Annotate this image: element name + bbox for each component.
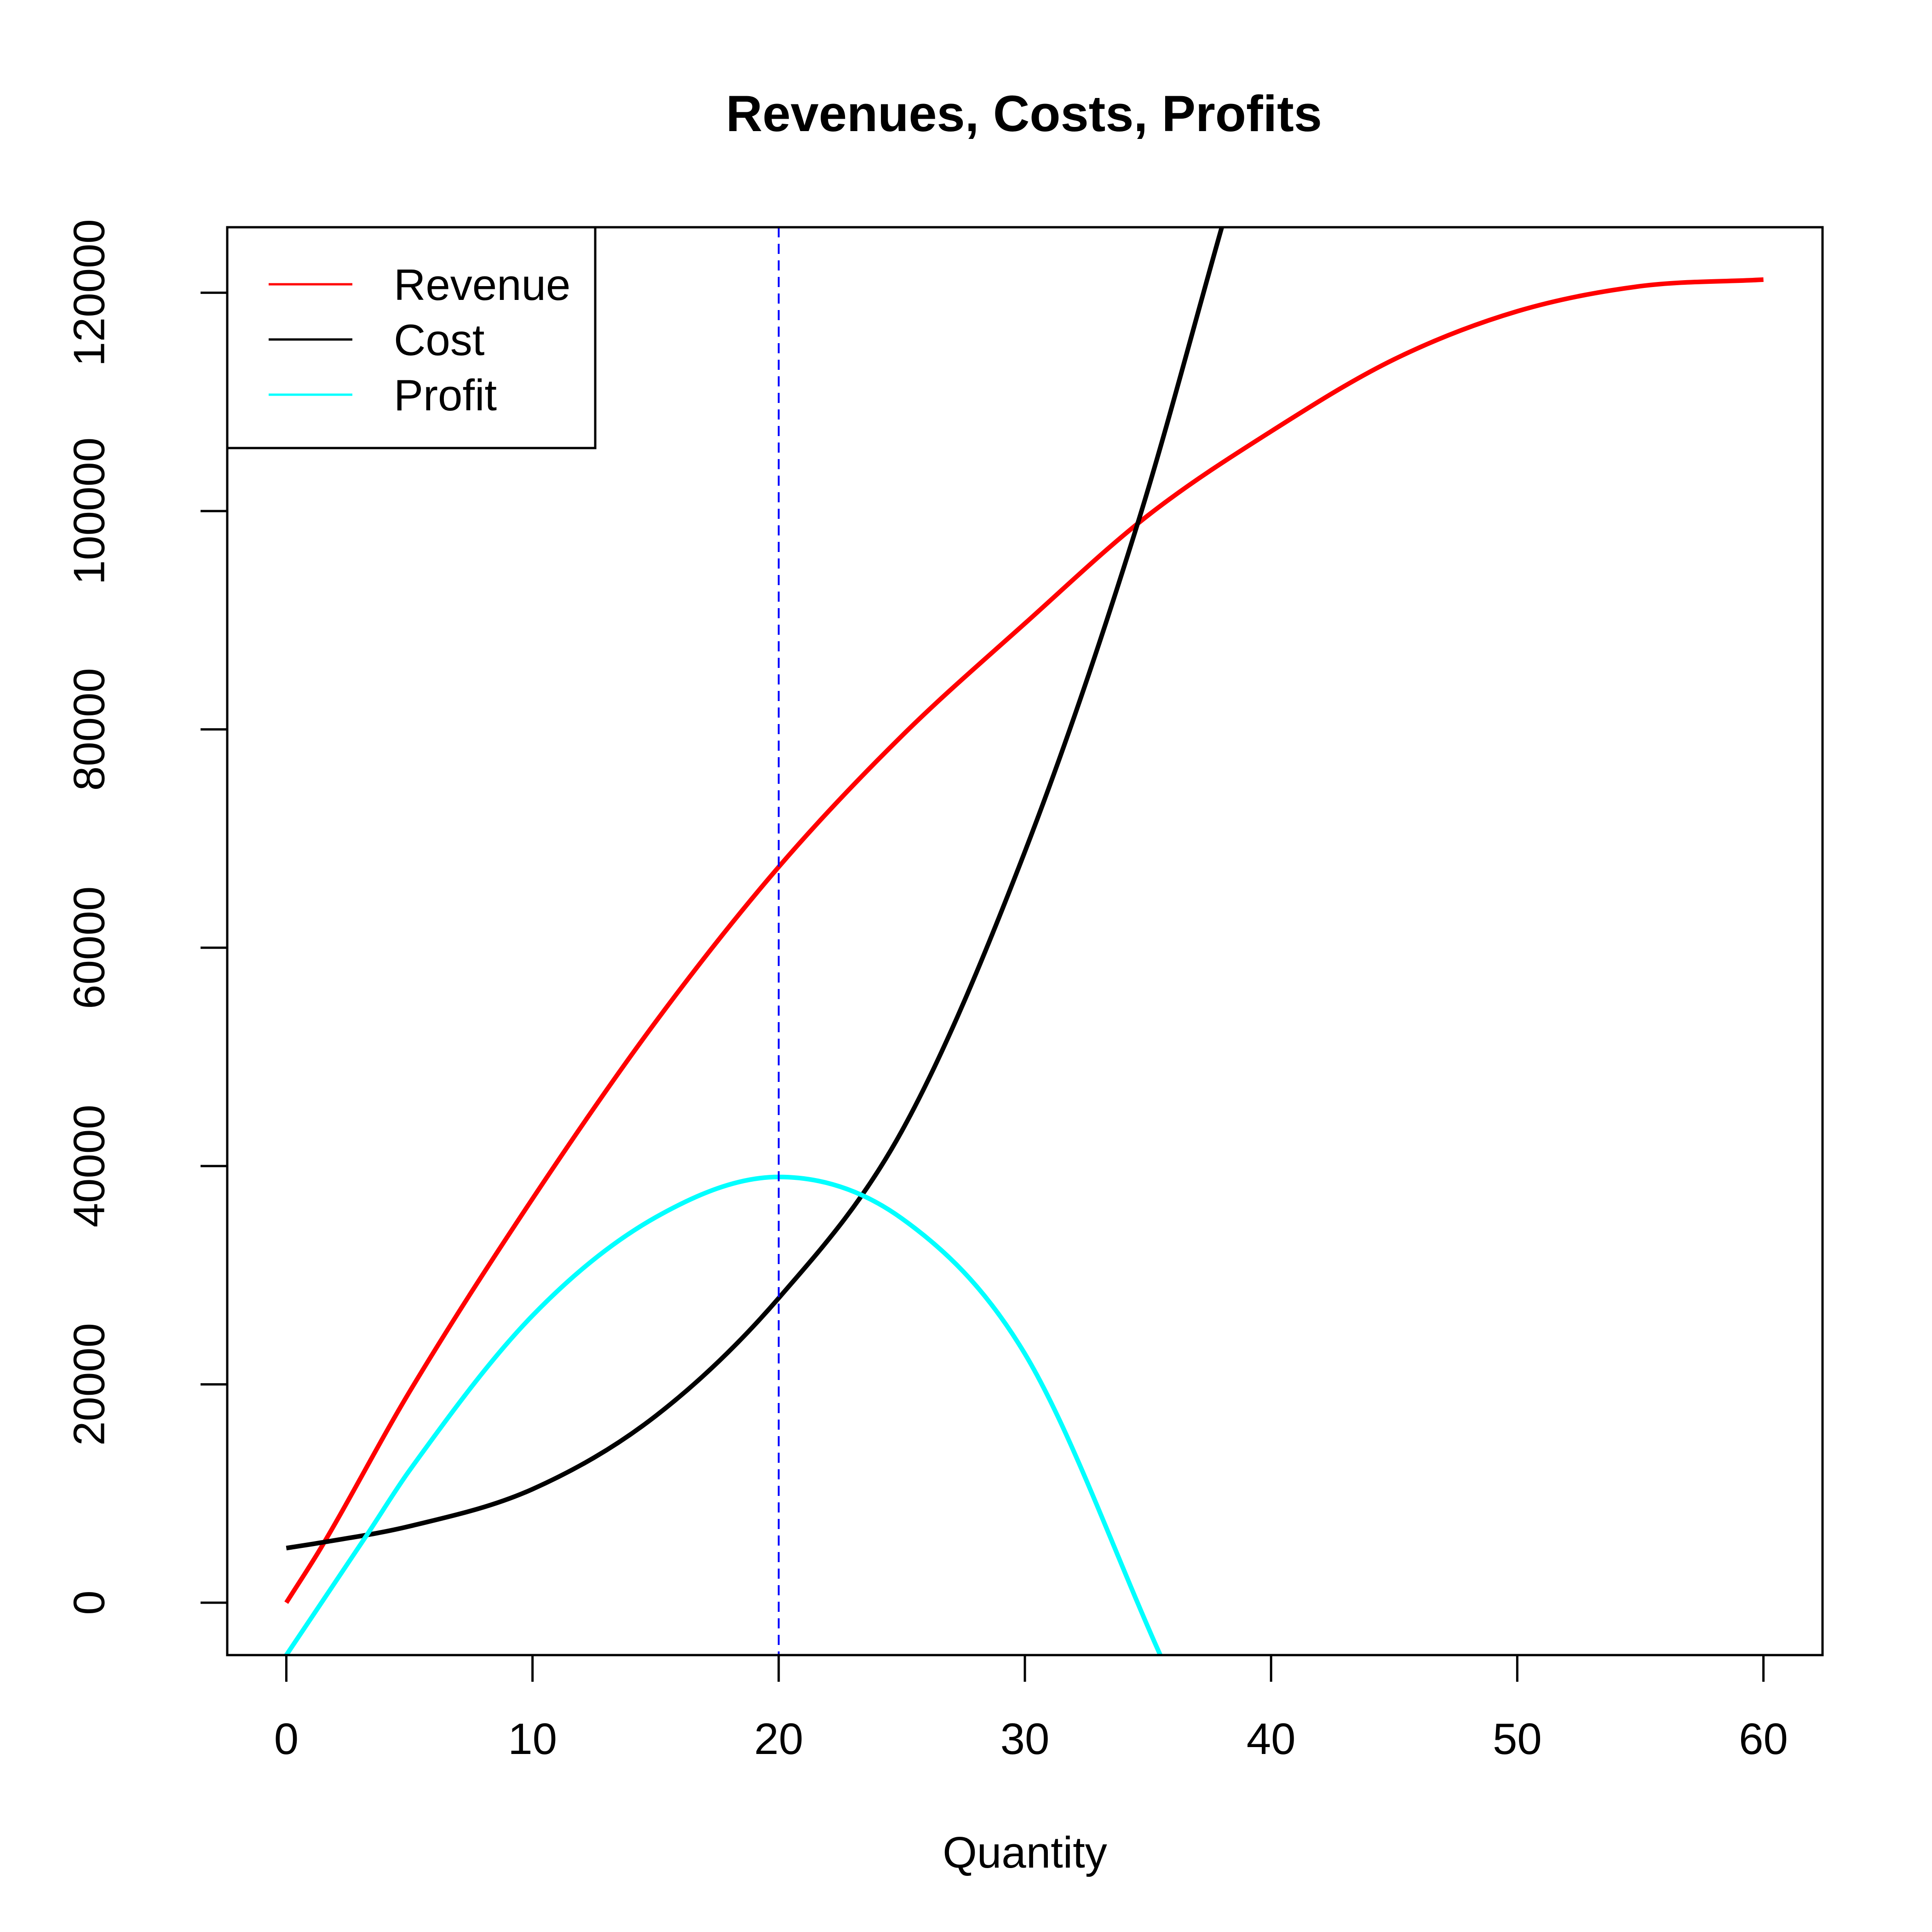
legend-box bbox=[226, 226, 597, 449]
series-line-cost bbox=[286, 227, 1224, 1551]
x-tick-label: 20 bbox=[754, 1714, 803, 1764]
y-tick-label: 40000 bbox=[65, 1104, 114, 1227]
x-tick-label: 60 bbox=[1739, 1714, 1788, 1764]
y-tick-label: 80000 bbox=[65, 668, 114, 791]
x-tick-label: 40 bbox=[1247, 1714, 1296, 1764]
y-tick-label: 60000 bbox=[65, 886, 114, 1009]
x-tick-label: 0 bbox=[274, 1714, 299, 1764]
x-tick-label: 10 bbox=[508, 1714, 557, 1764]
legend: Revenue Cost Profit bbox=[226, 226, 597, 449]
x-axis-label: Quantity bbox=[943, 1828, 1107, 1877]
y-tick-label: 100000 bbox=[65, 437, 114, 585]
chart-title: Revenues, Costs, Profits bbox=[726, 86, 1322, 142]
legend-items: Revenue Cost Profit bbox=[269, 260, 570, 420]
y-tick-label: 0 bbox=[65, 1590, 114, 1615]
legend-label-profit: Profit bbox=[394, 371, 497, 420]
axes-layer: 0 10 20 30 40 50 60 0 20000 40000 60000 80000 100000… bbox=[65, 219, 1788, 1764]
y-tick-label: 20000 bbox=[65, 1323, 114, 1446]
series-line-revenue bbox=[284, 277, 1764, 1604]
series-line-profit bbox=[284, 1174, 1162, 1655]
y-tick-label: 120000 bbox=[65, 219, 114, 366]
legend-label-cost: Cost bbox=[394, 316, 484, 365]
x-tick-label: 30 bbox=[1000, 1714, 1050, 1764]
plot-data-layer bbox=[284, 227, 1764, 1655]
legend-label-revenue: Revenue bbox=[394, 260, 570, 310]
x-tick-label: 50 bbox=[1493, 1714, 1542, 1764]
